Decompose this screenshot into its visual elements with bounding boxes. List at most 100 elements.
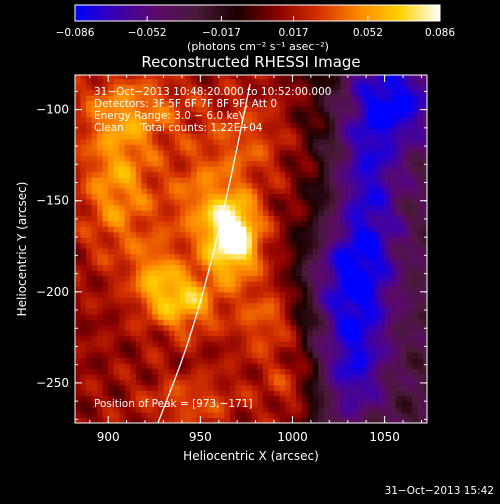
heatmap-cell [423, 133, 427, 140]
heatmap-cell [257, 406, 264, 413]
heatmap-cell [185, 95, 192, 102]
heatmap-cell [395, 193, 402, 200]
heatmap-cell [91, 215, 98, 222]
heatmap-cell [213, 384, 220, 391]
heatmap-cell [80, 379, 87, 386]
heatmap-cell [130, 177, 137, 184]
heatmap-cell [290, 231, 297, 238]
heatmap-cell [224, 177, 231, 184]
heatmap-cell [362, 417, 369, 423]
heatmap-cell [307, 346, 314, 353]
heatmap-cell [401, 204, 408, 211]
heatmap-cell [373, 138, 380, 145]
heatmap-cell [362, 89, 369, 96]
heatmap-cell [395, 177, 402, 184]
heatmap-cell [362, 237, 369, 244]
heatmap-cell [102, 368, 109, 375]
heatmap-cell [307, 209, 314, 216]
heatmap-cell [307, 226, 314, 233]
heatmap-cell [240, 138, 247, 145]
heatmap-cell [334, 209, 341, 216]
heatmap-cell [163, 264, 170, 271]
heatmap-cell [224, 346, 231, 353]
heatmap-cell [395, 379, 402, 386]
heatmap-cell [356, 412, 364, 419]
heatmap-cell [202, 286, 209, 293]
heatmap-cell [196, 248, 203, 255]
heatmap-cell [152, 193, 159, 200]
heatmap-cell [124, 351, 131, 359]
heatmap-cell [113, 275, 120, 282]
heatmap-cell [224, 280, 231, 287]
heatmap-cell [307, 324, 314, 331]
heatmap-cell [213, 84, 220, 91]
heatmap-cell [191, 182, 198, 189]
heatmap-cell [268, 390, 275, 397]
heatmap-cell [163, 395, 170, 402]
heatmap-cell [191, 357, 198, 364]
heatmap-cell [323, 171, 330, 178]
heatmap-cell [130, 346, 137, 353]
heatmap-cell [423, 269, 427, 277]
heatmap-cell [301, 89, 308, 96]
heatmap-cell [191, 291, 198, 298]
heatmap-cell [384, 187, 391, 195]
heatmap-cell [296, 291, 303, 298]
heatmap-cell [146, 84, 153, 91]
heatmap-cell [174, 215, 181, 222]
heatmap-cell [279, 313, 286, 320]
heatmap-cell [379, 160, 386, 167]
heatmap-cell [384, 198, 391, 205]
heatmap-cell [307, 193, 314, 200]
heatmap-cell [334, 384, 341, 391]
heatmap-cell [168, 127, 176, 134]
heatmap-cell [108, 89, 115, 96]
heatmap-cell [296, 324, 303, 331]
heatmap-cell [318, 193, 325, 200]
heatmap-cell [356, 379, 364, 386]
heatmap-cell [180, 275, 187, 282]
heatmap-cell [191, 242, 198, 249]
heatmap-cell [102, 275, 109, 282]
heatmap-cell [218, 116, 225, 123]
heatmap-cell [329, 373, 336, 380]
heatmap-cell [262, 89, 270, 96]
heatmap-cell [86, 237, 93, 244]
heatmap-cell [91, 242, 98, 249]
heatmap-cell [274, 330, 281, 337]
heatmap-cell [180, 401, 187, 408]
heatmap-cell [75, 297, 82, 304]
heatmap-cell [423, 248, 427, 255]
heatmap-cell [124, 362, 131, 369]
heatmap-cell [185, 390, 192, 397]
heatmap-cell [373, 417, 380, 423]
heatmap-cell [274, 335, 281, 342]
heatmap-cell [185, 237, 192, 244]
heatmap-cell [307, 138, 314, 145]
heatmap-cell [345, 209, 353, 216]
heatmap-cell [334, 373, 341, 380]
heatmap-cell [185, 264, 192, 271]
heatmap-cell [379, 324, 386, 331]
heatmap-cell [113, 346, 120, 353]
heatmap-cell [395, 264, 402, 271]
heatmap-cell [86, 373, 93, 380]
heatmap-cell [268, 215, 275, 222]
heatmap-cell [218, 401, 225, 408]
heatmap-cell [373, 193, 380, 200]
heatmap-cell [80, 406, 87, 413]
heatmap-cell [329, 275, 336, 282]
heatmap-cell [356, 286, 364, 293]
heatmap-cell [262, 368, 270, 375]
heatmap-cell [279, 351, 286, 359]
heatmap-cell [97, 401, 104, 408]
heatmap-cell [285, 198, 292, 205]
heatmap-cell [168, 204, 176, 211]
heatmap-cell [406, 330, 413, 337]
heatmap-cell [390, 390, 397, 397]
heatmap-cell [368, 166, 375, 173]
heatmap-cell [213, 242, 220, 249]
heatmap-cell [334, 248, 341, 255]
heatmap-cell [373, 324, 380, 331]
heatmap-cell [279, 231, 286, 238]
